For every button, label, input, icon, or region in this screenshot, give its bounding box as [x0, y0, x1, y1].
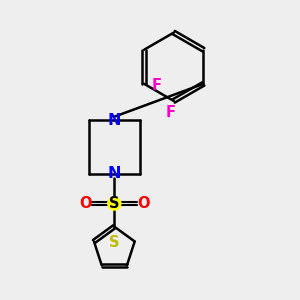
Text: F: F [152, 78, 162, 93]
Text: O: O [79, 196, 92, 211]
Text: O: O [137, 196, 149, 211]
Text: S: S [109, 236, 120, 250]
Text: N: N [108, 113, 121, 128]
Circle shape [108, 197, 121, 210]
Text: N: N [108, 166, 121, 181]
Text: F: F [166, 105, 176, 120]
Text: S: S [109, 196, 120, 211]
